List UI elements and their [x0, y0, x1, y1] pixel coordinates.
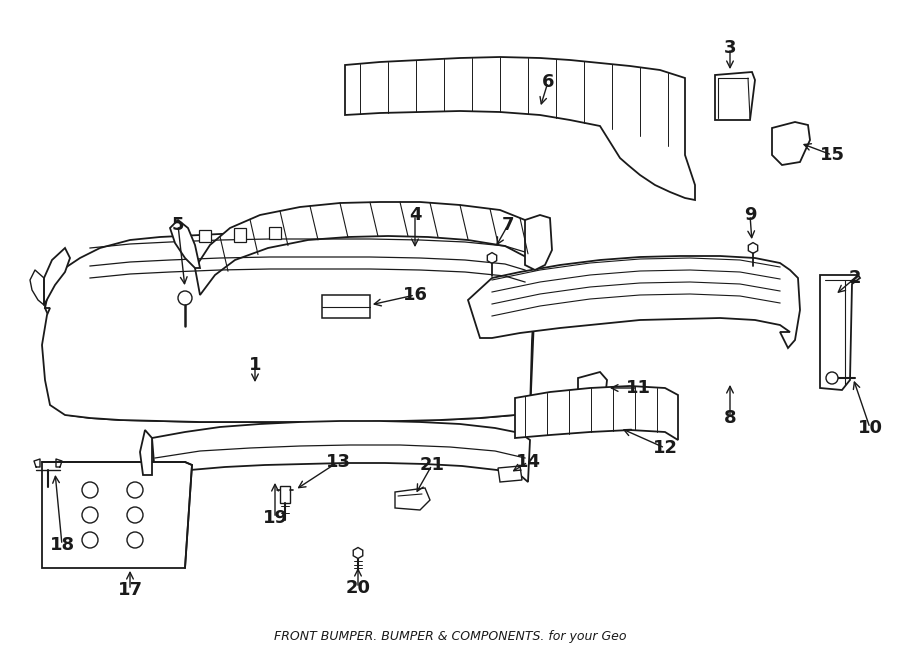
Text: 12: 12 [652, 439, 678, 457]
Circle shape [82, 482, 98, 498]
Text: 11: 11 [626, 379, 651, 397]
Text: 7: 7 [502, 216, 514, 234]
Polygon shape [498, 466, 522, 482]
Text: 10: 10 [858, 419, 883, 437]
Text: 16: 16 [402, 286, 428, 304]
Polygon shape [487, 253, 497, 263]
Polygon shape [578, 372, 607, 408]
Text: 20: 20 [346, 579, 371, 597]
Circle shape [127, 532, 143, 548]
Text: 18: 18 [50, 536, 75, 554]
Text: 13: 13 [326, 453, 350, 471]
Circle shape [82, 532, 98, 548]
Polygon shape [42, 232, 535, 422]
Polygon shape [269, 227, 281, 239]
Polygon shape [353, 547, 363, 559]
Circle shape [127, 507, 143, 523]
Polygon shape [468, 256, 800, 348]
Polygon shape [140, 430, 152, 475]
Text: 15: 15 [820, 146, 844, 164]
Text: 21: 21 [419, 456, 445, 474]
Polygon shape [345, 57, 695, 200]
Polygon shape [44, 248, 70, 305]
Polygon shape [152, 421, 530, 482]
Polygon shape [195, 202, 535, 295]
Polygon shape [820, 275, 860, 390]
Text: 2: 2 [849, 269, 861, 287]
Text: 5: 5 [172, 216, 184, 234]
Polygon shape [715, 72, 755, 120]
Text: 1: 1 [248, 356, 261, 374]
Circle shape [127, 482, 143, 498]
Text: FRONT BUMPER. BUMPER & COMPONENTS. for your Geo: FRONT BUMPER. BUMPER & COMPONENTS. for y… [274, 630, 626, 643]
Polygon shape [515, 386, 678, 440]
Text: 4: 4 [409, 206, 421, 224]
Text: 19: 19 [263, 509, 287, 527]
Polygon shape [42, 462, 192, 568]
Circle shape [82, 507, 98, 523]
Text: 9: 9 [743, 206, 756, 224]
Polygon shape [772, 122, 810, 165]
Polygon shape [280, 486, 290, 503]
Polygon shape [395, 488, 430, 510]
Polygon shape [199, 230, 211, 242]
Polygon shape [748, 243, 758, 253]
Circle shape [178, 291, 192, 305]
Text: 3: 3 [724, 39, 736, 57]
Polygon shape [170, 220, 200, 268]
Text: 17: 17 [118, 581, 142, 599]
Text: 6: 6 [542, 73, 554, 91]
Polygon shape [525, 215, 552, 270]
Polygon shape [322, 295, 370, 318]
Text: 8: 8 [724, 409, 736, 427]
Text: 14: 14 [516, 453, 541, 471]
Polygon shape [45, 254, 535, 422]
Circle shape [826, 372, 838, 384]
Polygon shape [234, 228, 246, 242]
